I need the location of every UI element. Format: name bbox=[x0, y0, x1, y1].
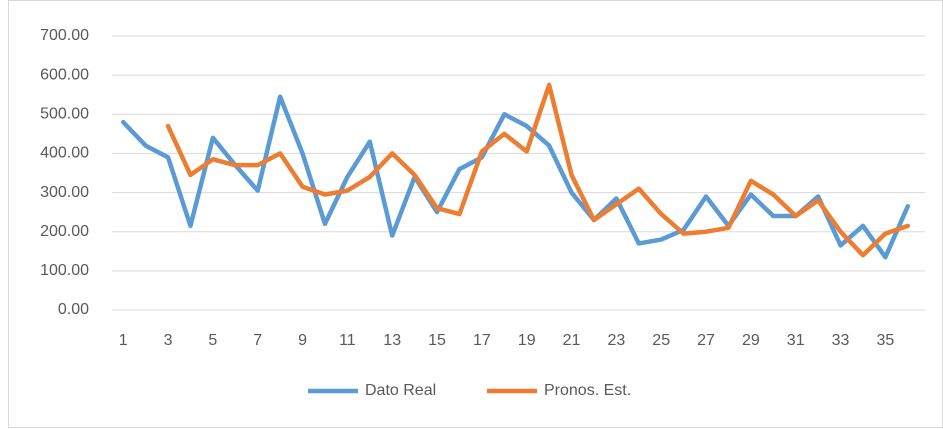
x-tick-label: 9 bbox=[298, 332, 307, 349]
x-tick-label: 7 bbox=[253, 332, 262, 349]
x-tick-label: 21 bbox=[563, 332, 581, 349]
data-line bbox=[165, 82, 911, 258]
y-tick-label: 400.00 bbox=[40, 145, 89, 162]
legend-label: Pronos. Est. bbox=[544, 382, 631, 399]
data-line bbox=[120, 94, 911, 260]
x-tick-label: 25 bbox=[652, 332, 670, 349]
x-tick-label: 33 bbox=[832, 332, 850, 349]
x-tick-label: 13 bbox=[383, 332, 401, 349]
x-tick-label: 35 bbox=[876, 332, 894, 349]
x-tick-label: 3 bbox=[164, 332, 173, 349]
x-tick-label: 31 bbox=[787, 332, 805, 349]
x-tick-label: 27 bbox=[697, 332, 715, 349]
x-tick-label: 1 bbox=[119, 332, 128, 349]
y-tick-label: 200.00 bbox=[40, 223, 89, 240]
legend-label: Dato Real bbox=[365, 382, 436, 399]
x-tick-label: 11 bbox=[339, 332, 356, 349]
y-tick-label: 0.00 bbox=[58, 301, 89, 318]
x-tick-label: 29 bbox=[742, 332, 760, 349]
y-tick-label: 700.00 bbox=[40, 27, 89, 44]
y-tick-label: 100.00 bbox=[40, 262, 89, 279]
y-tick-label: 300.00 bbox=[40, 184, 89, 201]
y-tick-label: 600.00 bbox=[40, 66, 89, 83]
x-tick-label: 15 bbox=[428, 332, 446, 349]
x-tick-label: 19 bbox=[518, 332, 536, 349]
y-tick-label: 500.00 bbox=[40, 106, 89, 123]
x-tick-label: 23 bbox=[607, 332, 625, 349]
x-tick-label: 17 bbox=[473, 332, 491, 349]
x-tick-label: 5 bbox=[208, 332, 217, 349]
